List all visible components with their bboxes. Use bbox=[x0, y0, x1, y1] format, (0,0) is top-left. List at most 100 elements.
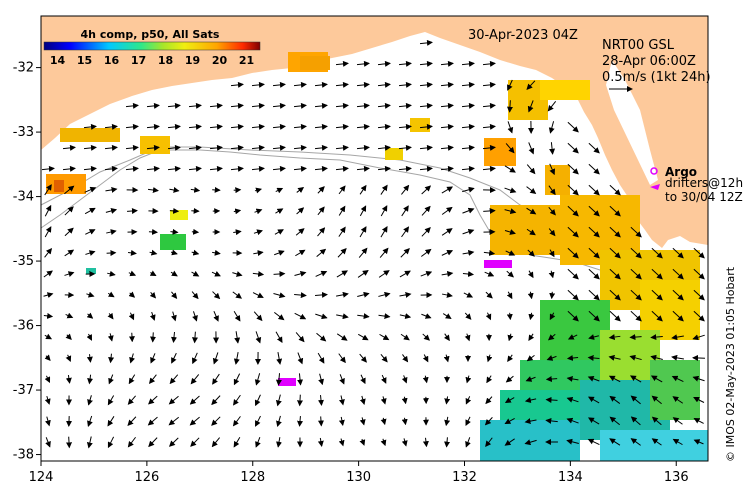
current-arrow bbox=[587, 396, 600, 404]
current-scale-label: 0.5m/s (1kt 24h) bbox=[602, 70, 711, 85]
current-arrow bbox=[588, 226, 600, 238]
current-arrow bbox=[461, 165, 475, 172]
current-arrow bbox=[104, 123, 118, 130]
current-arrow bbox=[399, 291, 412, 298]
current-arrow bbox=[422, 375, 429, 384]
current-arrow bbox=[630, 310, 642, 322]
current-arrow bbox=[588, 289, 600, 301]
current-arrow bbox=[545, 396, 558, 403]
current-arrow bbox=[484, 417, 493, 426]
current-arrow bbox=[85, 229, 96, 235]
argo-marker bbox=[650, 167, 658, 175]
current-arrow bbox=[548, 206, 556, 216]
current-arrow bbox=[146, 144, 160, 151]
current-arrow bbox=[441, 206, 453, 215]
current-arrow bbox=[64, 185, 75, 195]
current-arrow bbox=[274, 250, 285, 256]
current-arrow bbox=[83, 165, 97, 172]
current-arrow bbox=[588, 417, 600, 425]
current-arrow bbox=[314, 123, 328, 130]
current-arrow bbox=[316, 248, 327, 258]
current-arrow bbox=[44, 333, 53, 340]
current-arrow bbox=[526, 80, 536, 90]
current-arrow bbox=[485, 396, 493, 405]
current-arrow bbox=[566, 396, 579, 403]
plot-frame bbox=[40, 15, 709, 462]
current-arrow bbox=[567, 163, 579, 175]
current-arrow bbox=[192, 311, 198, 322]
current-arrow bbox=[168, 395, 179, 405]
current-arrow bbox=[504, 165, 516, 173]
current-arrow bbox=[315, 270, 328, 277]
current-arrow bbox=[230, 165, 244, 172]
current-arrow bbox=[356, 60, 370, 67]
current-arrow bbox=[275, 331, 283, 344]
current-arrow bbox=[672, 438, 683, 446]
current-arrow bbox=[233, 310, 241, 322]
current-arrow bbox=[64, 271, 75, 277]
current-arrow bbox=[191, 270, 200, 277]
current-arrow bbox=[106, 250, 117, 257]
current-arrow bbox=[232, 416, 241, 427]
credit-text: © IMOS 02-May-2023 01:05 Hobart bbox=[724, 266, 737, 462]
current-arrow bbox=[377, 102, 391, 109]
current-arrow bbox=[379, 333, 390, 341]
current-arrow bbox=[549, 142, 556, 155]
current-arrow bbox=[548, 270, 555, 279]
lon-tick-label: 130 bbox=[346, 470, 371, 485]
current-arrow bbox=[380, 354, 388, 363]
current-arrow bbox=[253, 250, 264, 257]
current-arrow bbox=[485, 437, 493, 448]
current-arrow bbox=[419, 102, 433, 109]
current-arrow bbox=[483, 207, 496, 214]
current-arrow bbox=[524, 397, 537, 403]
current-arrow bbox=[608, 354, 621, 361]
current-arrow bbox=[44, 416, 51, 427]
current-arrow bbox=[506, 312, 513, 321]
current-arrow bbox=[422, 354, 429, 363]
current-arrow bbox=[230, 144, 244, 151]
current-arrow bbox=[188, 102, 202, 109]
current-arrow bbox=[106, 229, 117, 235]
current-arrow bbox=[401, 438, 408, 447]
current-arrow bbox=[314, 165, 328, 172]
current-arrow bbox=[461, 102, 475, 109]
colorbar-tick-label: 14 bbox=[50, 54, 66, 67]
current-arrow bbox=[84, 186, 97, 193]
current-arrow bbox=[608, 334, 621, 341]
current-arrow bbox=[505, 250, 516, 256]
colorbar-tick-label: 21 bbox=[239, 54, 254, 67]
current-arrow bbox=[128, 291, 136, 298]
current-arrow bbox=[527, 270, 534, 279]
current-arrow bbox=[293, 144, 307, 151]
current-arrow bbox=[609, 205, 621, 217]
current-arrow bbox=[125, 123, 139, 130]
current-arrow bbox=[274, 229, 284, 235]
current-arrow bbox=[609, 289, 621, 301]
current-arrow bbox=[567, 268, 579, 280]
current-arrow bbox=[440, 123, 454, 130]
current-arrow bbox=[170, 270, 178, 277]
current-arrow bbox=[398, 102, 412, 109]
current-arrow bbox=[336, 333, 348, 341]
current-arrow bbox=[651, 268, 663, 280]
current-arrow bbox=[107, 270, 116, 277]
current-arrow bbox=[107, 395, 115, 406]
current-arrow bbox=[566, 355, 579, 361]
current-arrow bbox=[167, 165, 181, 172]
current-arrow bbox=[147, 416, 158, 426]
current-arrow bbox=[692, 375, 705, 382]
current-arrow bbox=[507, 79, 513, 91]
current-arrow bbox=[399, 313, 412, 319]
current-arrow bbox=[398, 165, 412, 172]
current-arrow bbox=[64, 249, 75, 257]
current-arrow bbox=[421, 185, 432, 195]
current-arrow bbox=[441, 270, 454, 277]
current-arrow bbox=[378, 270, 390, 278]
current-arrow bbox=[86, 436, 93, 449]
current-arrow bbox=[443, 333, 450, 342]
current-arrow bbox=[422, 333, 430, 341]
current-arrow bbox=[314, 144, 328, 151]
current-arrow bbox=[87, 415, 93, 427]
current-arrow bbox=[105, 186, 118, 193]
